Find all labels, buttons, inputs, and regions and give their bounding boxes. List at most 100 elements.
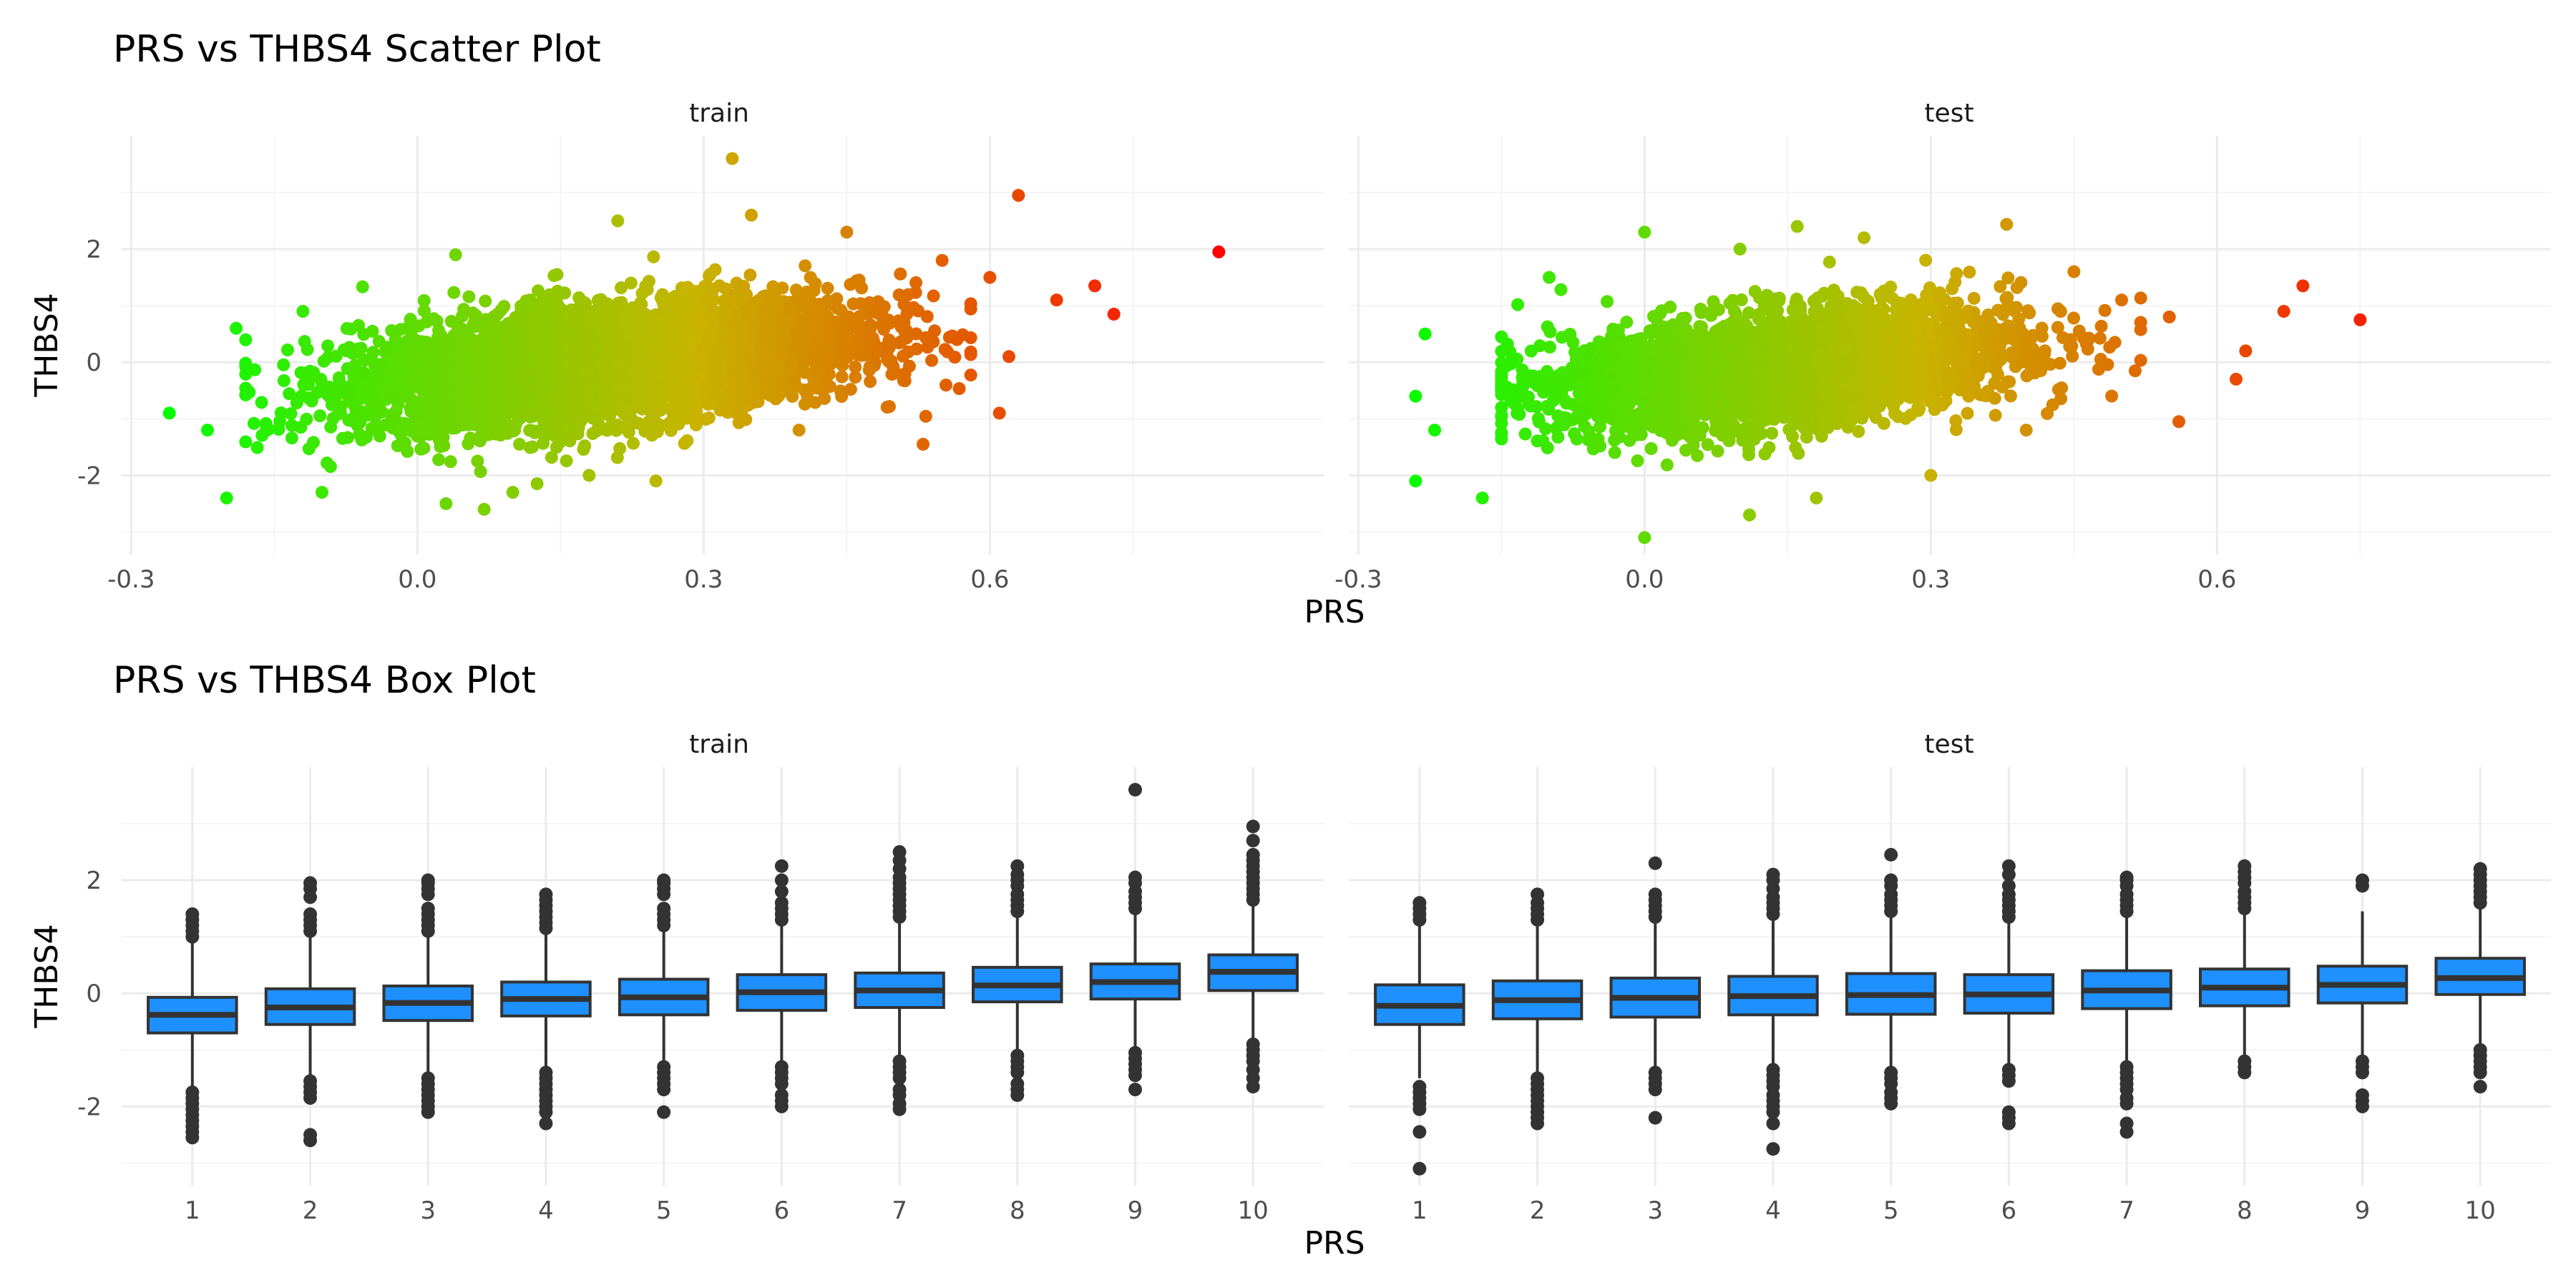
scatter-point [919, 409, 932, 423]
scatter-point [1107, 308, 1121, 321]
scatter-point [591, 293, 605, 307]
scatter-point [532, 284, 545, 298]
scatter-point [1050, 293, 1063, 307]
scatter-point [726, 394, 740, 407]
scatter-point [585, 326, 598, 339]
scatter-point [438, 356, 452, 369]
scatter-point [627, 436, 640, 450]
scatter-point [1919, 253, 1933, 267]
scatter-point [655, 314, 668, 328]
scatter-point [612, 357, 625, 371]
scatter-point [560, 454, 573, 468]
scatter-point [795, 332, 809, 346]
scatter-point [612, 381, 625, 395]
scatter-point [672, 299, 686, 313]
scatter-point [744, 353, 758, 367]
scatter-point [733, 326, 746, 340]
scatter-point [324, 420, 338, 434]
scatter-point [824, 380, 837, 394]
scatter-point [497, 300, 511, 313]
scatter-point [799, 302, 813, 316]
scatter-point [840, 225, 854, 239]
scatter-point [444, 315, 458, 328]
scatter-point [417, 304, 431, 318]
scatter-point [438, 421, 452, 435]
scatter-point [220, 491, 233, 504]
scatter-point [636, 352, 650, 366]
scatter-point [897, 316, 911, 329]
scatter-point [472, 348, 485, 362]
scatter-point [582, 469, 596, 482]
scatter-point [642, 275, 655, 288]
scatter-point [162, 406, 176, 420]
scatter-point [881, 353, 894, 366]
scatter-point [504, 392, 517, 406]
scatter-point [385, 323, 399, 337]
scatter-point [964, 345, 977, 358]
scatter-point [804, 270, 817, 284]
scatter-point [767, 322, 781, 336]
scatter-point [992, 406, 1006, 420]
scatter-point [649, 350, 663, 364]
scatter-point [851, 338, 864, 352]
scatter-point [757, 312, 771, 326]
scatter-point [586, 411, 600, 425]
scatter-point [664, 324, 678, 338]
scatter-point [386, 410, 399, 424]
scatter-point [426, 362, 439, 376]
scatter-point [462, 323, 475, 337]
scatter-point [927, 289, 940, 303]
scatter-point [885, 368, 899, 381]
scatter-point [864, 321, 877, 335]
scatter-point [882, 400, 896, 414]
scatter-point [300, 412, 313, 426]
scatter-point [902, 345, 915, 358]
scatter-point [620, 338, 633, 352]
scatter-point [597, 326, 610, 340]
scatter-point [551, 375, 565, 389]
scatter-point [784, 299, 798, 313]
scatter-point [470, 401, 484, 414]
scatter-point [862, 364, 876, 377]
scatter-point [619, 315, 633, 328]
scatter-point [277, 358, 291, 371]
scatter-point [401, 321, 414, 335]
scatter-point [582, 394, 596, 408]
scatter-point [626, 301, 640, 315]
scatter-point [741, 341, 754, 355]
scatter-point [678, 436, 691, 450]
scatter-point [570, 318, 584, 332]
scatter-point [849, 371, 862, 384]
scatter-point [284, 407, 298, 421]
scatter-point [735, 404, 748, 418]
scatter-point [274, 406, 288, 419]
scatter-point [683, 384, 696, 397]
scatter-point [449, 421, 462, 435]
scatter-point [713, 356, 726, 370]
scatter-point [849, 360, 862, 374]
scatter-point [366, 346, 380, 359]
scatter-point [499, 336, 513, 349]
scatter-point [762, 385, 776, 399]
scatter-point [964, 302, 977, 316]
scatter-point [550, 441, 563, 454]
scatter-point [610, 451, 624, 464]
scatter-point [606, 311, 620, 324]
scatter-point [417, 391, 431, 404]
scatter-point [444, 343, 457, 357]
scatter-point [835, 370, 849, 384]
scatter-point [488, 362, 502, 376]
scatter-point [369, 420, 383, 434]
scatter-point [320, 381, 333, 394]
scatter-point [439, 497, 453, 510]
scatter-point [683, 334, 697, 348]
scatter-point [571, 427, 585, 441]
scatter-point [677, 363, 691, 376]
scatter-point [626, 368, 640, 381]
scatter-point [952, 382, 966, 396]
scatter-point [649, 474, 663, 488]
scatter-point [552, 288, 566, 301]
scatter-point [738, 388, 752, 401]
scatter-point [482, 338, 496, 352]
scatter-point [1012, 189, 1025, 203]
